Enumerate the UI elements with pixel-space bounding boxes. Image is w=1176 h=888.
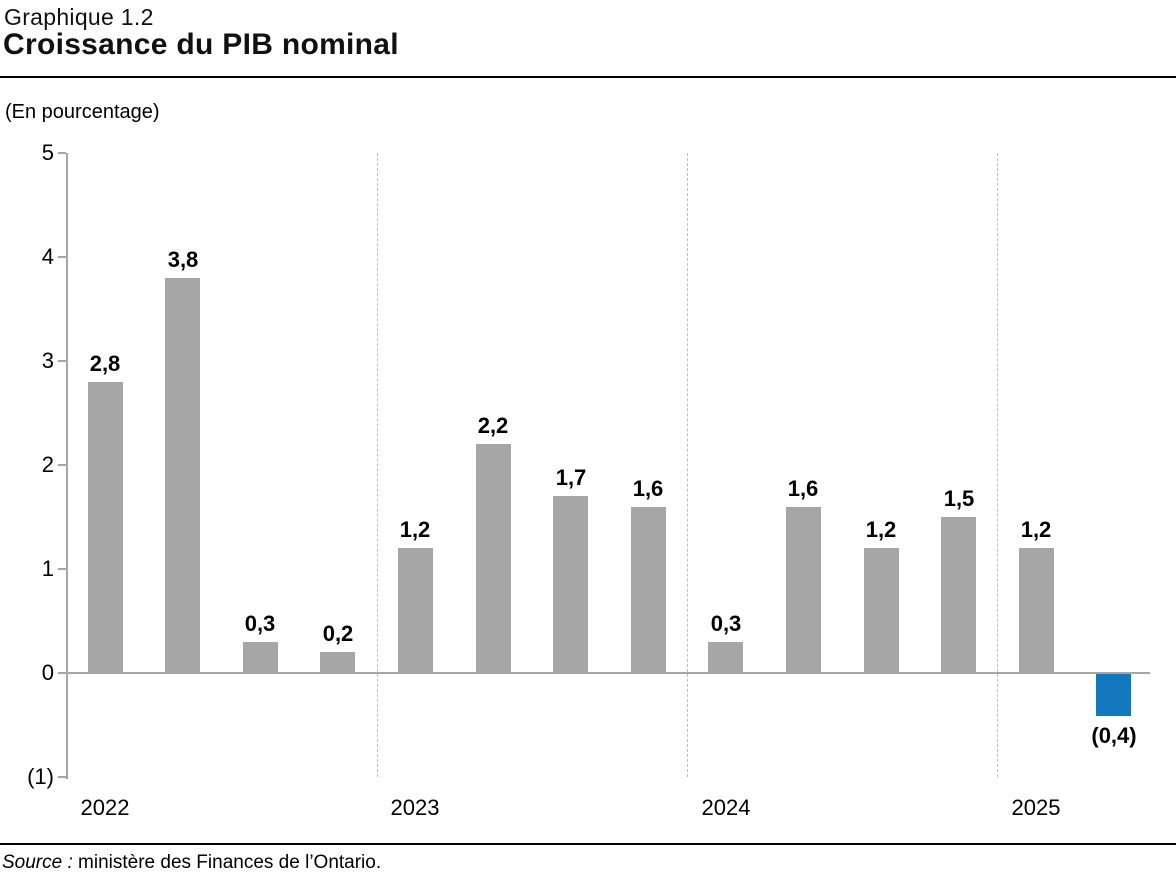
bar-value-label: 0,3 xyxy=(244,611,276,636)
y-axis-tick xyxy=(58,672,66,674)
year-label: 2023 xyxy=(390,795,440,820)
y-axis-tick-label: (1) xyxy=(27,764,54,789)
y-axis-tick xyxy=(58,464,66,466)
bar-value-label: 2,2 xyxy=(477,413,509,438)
y-axis-tick xyxy=(58,152,66,154)
bar-value-label: 1,2 xyxy=(1020,517,1052,542)
bar xyxy=(553,496,588,673)
year-label: 2022 xyxy=(80,795,130,820)
bar-value-label: 3,8 xyxy=(167,247,199,272)
bar-value-label: 0,3 xyxy=(710,611,742,636)
year-label: 2025 xyxy=(1011,795,1061,820)
year-separator xyxy=(377,153,378,777)
chart-title: Croissance du PIB nominal xyxy=(3,28,399,61)
y-axis-tick xyxy=(58,568,66,570)
year-label: 2024 xyxy=(701,795,751,820)
source-text: ministère des Finances de l’Ontario. xyxy=(72,852,382,873)
bar-value-label: 1,6 xyxy=(632,476,664,501)
bar-value-label: 2,8 xyxy=(89,351,121,376)
bar xyxy=(165,278,200,673)
year-separator xyxy=(997,153,998,777)
bar-value-label: 1,5 xyxy=(943,486,975,511)
bar xyxy=(941,517,976,673)
y-axis-line xyxy=(66,153,68,779)
source-prefix: Source : xyxy=(2,852,73,873)
zero-line xyxy=(66,672,1150,674)
bar-value-label: 1,2 xyxy=(399,517,431,542)
y-axis-tick xyxy=(58,776,66,778)
bar-value-label: 1,6 xyxy=(787,476,819,501)
bar-highlighted xyxy=(1096,674,1131,716)
bar-value-label: 1,7 xyxy=(555,465,587,490)
source-line: Source : ministère des Finances de l’Ont… xyxy=(2,852,381,874)
y-axis-tick-label: 3 xyxy=(41,348,54,373)
bar xyxy=(864,548,899,673)
bar xyxy=(708,642,743,673)
axis-unit-note: (En pourcentage) xyxy=(5,101,160,123)
source-divider xyxy=(0,843,1176,845)
bar xyxy=(631,507,666,673)
figure-label: Graphique 1.2 xyxy=(4,4,154,30)
bar xyxy=(243,642,278,673)
bar xyxy=(88,382,123,673)
bar-value-label: (0,4) xyxy=(1091,723,1137,748)
bar xyxy=(398,548,433,673)
bar xyxy=(476,444,511,673)
bar xyxy=(1019,548,1054,673)
y-axis-tick xyxy=(58,360,66,362)
y-axis-tick-label: 4 xyxy=(41,244,54,269)
bar xyxy=(320,652,355,673)
y-axis-tick xyxy=(58,256,66,258)
bar-value-label: 1,2 xyxy=(865,517,897,542)
bar-value-label: 0,2 xyxy=(322,621,354,646)
y-axis-tick-label: 2 xyxy=(41,452,54,477)
year-separator xyxy=(687,153,688,777)
bar xyxy=(786,507,821,673)
y-axis-tick-label: 0 xyxy=(41,660,54,685)
y-axis-tick-label: 1 xyxy=(41,556,54,581)
title-divider xyxy=(0,76,1176,78)
y-axis-tick-label: 5 xyxy=(41,140,54,165)
